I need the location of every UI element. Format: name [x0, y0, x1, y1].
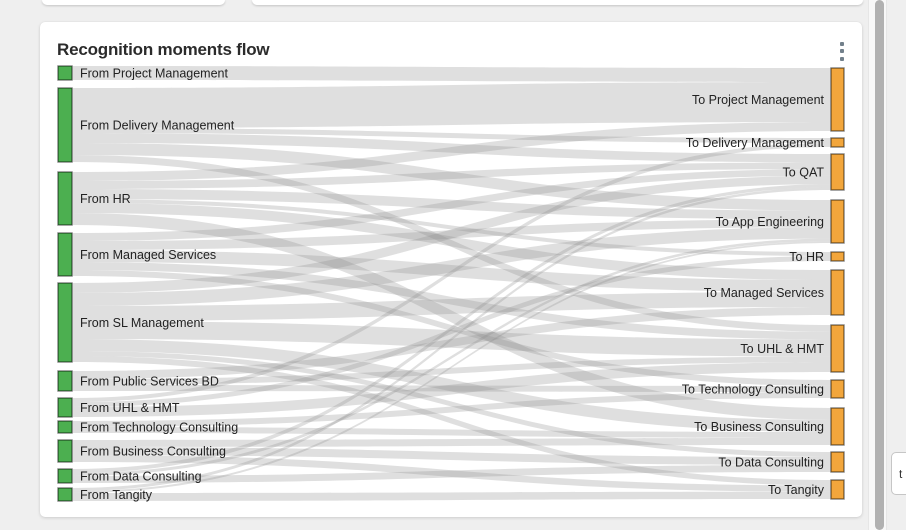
- recognition-flow-card: Recognition moments flow From Project Ma…: [40, 22, 862, 517]
- sankey-label-from-project-management: From Project Management: [80, 67, 229, 81]
- sankey-node-from-data-consulting[interactable]: [57, 468, 73, 484]
- sankey-link-from-managed-services-to-app-engineering[interactable]: [72, 219, 831, 250]
- sankey-link-from-data-consulting-to-data-consulting[interactable]: [72, 465, 831, 483]
- sankey-node-from-tangity[interactable]: [57, 487, 73, 502]
- sankey-label-to-app-engineering: To App Engineering: [716, 215, 824, 229]
- sankey-link-from-sl-management-to-tangity[interactable]: [72, 356, 831, 486]
- sankey-link-from-delivery-management-to-uhl-hmt[interactable]: [72, 155, 831, 332]
- sankey-node-to-project-management[interactable]: [830, 67, 845, 132]
- sankey-node-from-project-management[interactable]: [57, 65, 73, 81]
- sankey-link-from-technology-consulting-to-business-consulting[interactable]: [72, 427, 831, 438]
- sankey-label-to-tangity: To Tangity: [768, 483, 825, 497]
- sankey-node-to-tangity[interactable]: [830, 479, 845, 500]
- top-card-partial-right: [252, 0, 863, 5]
- sankey-link-from-data-consulting-to-qat[interactable]: [72, 184, 831, 474]
- card-title: Recognition moments flow: [57, 40, 270, 59]
- sankey-label-from-business-consulting: From Business Consulting: [80, 445, 226, 459]
- sankey-label-to-hr: To HR: [789, 250, 824, 264]
- sankey-link-from-sl-management-to-data-consulting[interactable]: [72, 351, 831, 457]
- sankey-link-from-hr-to-business-consulting[interactable]: [72, 213, 831, 420]
- sankey-label-to-data-consulting: To Data Consulting: [718, 456, 824, 470]
- top-card-partial-left: [42, 0, 225, 5]
- sankey-label-from-technology-consulting: From Technology Consulting: [80, 421, 238, 435]
- sankey-label-from-hr: From HR: [80, 192, 131, 206]
- sankey-node-to-app-engineering[interactable]: [830, 199, 845, 244]
- sankey-link-from-hr-to-project-management[interactable]: [72, 122, 831, 181]
- sankey-node-from-public-services-bd[interactable]: [57, 370, 73, 392]
- sankey-node-to-technology-consulting[interactable]: [830, 379, 845, 399]
- sankey-link-from-hr-to-managed-services[interactable]: [72, 203, 831, 280]
- kebab-dot: [840, 49, 844, 53]
- sankey-link-from-delivery-management-to-delivery-management[interactable]: [72, 128, 831, 143]
- floating-button-label: t: [899, 466, 903, 481]
- sankey-node-from-technology-consulting[interactable]: [57, 420, 73, 434]
- sankey-link-from-sl-management-to-business-consulting[interactable]: [72, 339, 831, 432]
- vertical-scrollbar-track[interactable]: [868, 0, 887, 530]
- sankey-label-to-delivery-management: To Delivery Management: [686, 136, 825, 150]
- sankey-link-from-delivery-management-to-qat[interactable]: [72, 133, 831, 163]
- sankey-link-from-sl-management-to-uhl-hmt[interactable]: [72, 321, 831, 357]
- sankey-chart: From Project Management From Delivery Man…: [40, 22, 862, 517]
- sankey-label-to-technology-consulting: To Technology Consulting: [682, 383, 824, 397]
- kebab-dot: [840, 56, 844, 61]
- sankey-label-from-data-consulting: From Data Consulting: [80, 470, 202, 484]
- sankey-node-from-delivery-management[interactable]: [57, 87, 73, 163]
- sankey-link-from-tangity-to-tangity[interactable]: [72, 491, 831, 501]
- sankey-link-from-project-management-to-project-management[interactable]: [72, 66, 831, 82]
- sankey-link-from-managed-services-to-qat[interactable]: [72, 169, 831, 241]
- sankey-label-to-uhl-hmt: To UHL & HMT: [740, 342, 824, 356]
- sankey-link-from-uhl-hmt-to-hr[interactable]: [72, 256, 831, 407]
- sankey-node-from-hr[interactable]: [57, 171, 73, 226]
- sankey-link-from-public-services-bd-to-technology-consulting[interactable]: [72, 385, 831, 392]
- sankey-link-from-business-consulting-to-tangity[interactable]: [72, 455, 831, 492]
- sankey-link-from-business-consulting-to-business-consulting[interactable]: [72, 438, 831, 447]
- sankey-link-from-public-services-bd-to-managed-services[interactable]: [72, 307, 831, 379]
- sankey-label-to-qat: To QAT: [783, 166, 825, 180]
- sankey-node-to-uhl-hmt[interactable]: [830, 324, 845, 373]
- sankey-label-from-public-services-bd: From Public Services BD: [80, 375, 219, 389]
- sankey-link-from-managed-services-to-technology-consulting[interactable]: [72, 270, 831, 386]
- sankey-link-from-uhl-hmt-to-uhl-hmt[interactable]: [72, 362, 831, 417]
- sankey-link-from-public-services-bd-to-uhl-hmt[interactable]: [72, 356, 831, 385]
- sankey-node-to-managed-services[interactable]: [830, 269, 845, 316]
- kebab-menu-icon[interactable]: [832, 39, 852, 63]
- sankey-node-to-qat[interactable]: [830, 153, 845, 191]
- sankey-node-to-business-consulting[interactable]: [830, 407, 845, 446]
- sankey-label-from-sl-management: From SL Management: [80, 316, 204, 330]
- sankey-link-from-tangity-to-app-engineering[interactable]: [72, 241, 831, 493]
- sankey-node-to-data-consulting[interactable]: [830, 451, 845, 473]
- sankey-node-from-business-consulting[interactable]: [57, 439, 73, 463]
- sankey-link-from-sl-management-to-managed-services[interactable]: [72, 292, 831, 321]
- sankey-label-from-uhl-hmt: From UHL & HMT: [80, 401, 180, 415]
- kebab-dot: [840, 41, 844, 46]
- sankey-label-to-project-management: To Project Management: [692, 93, 825, 107]
- sankey-label-to-business-consulting: To Business Consulting: [694, 420, 824, 434]
- sankey-node-from-sl-management[interactable]: [57, 282, 73, 363]
- sankey-link-from-delivery-management-to-project-management[interactable]: [72, 82, 831, 128]
- sankey-link-from-sl-management-to-app-engineering[interactable]: [72, 227, 831, 306]
- sankey-link-from-managed-services-to-managed-services[interactable]: [72, 250, 831, 292]
- sankey-label-from-delivery-management: From Delivery Management: [80, 119, 235, 133]
- sankey-node-to-hr[interactable]: [830, 251, 845, 262]
- sankey-node-from-managed-services[interactable]: [57, 232, 73, 277]
- sankey-node-to-delivery-management[interactable]: [830, 137, 845, 148]
- sankey-link-from-managed-services-to-uhl-hmt[interactable]: [72, 262, 831, 340]
- sankey-node-from-uhl-hmt[interactable]: [57, 397, 73, 418]
- sankey-link-from-tangity-to-qat[interactable]: [72, 187, 831, 491]
- sankey-link-from-delivery-management-to-app-engineering[interactable]: [72, 143, 831, 211]
- sankey-label-to-managed-services: To Managed Services: [704, 286, 824, 300]
- vertical-scrollbar-thumb[interactable]: [875, 0, 884, 530]
- sankey-label-from-tangity: From Tangity: [80, 488, 153, 502]
- sankey-link-from-technology-consulting-to-technology-consulting[interactable]: [72, 392, 831, 427]
- sankey-link-from-business-consulting-to-data-consulting[interactable]: [72, 447, 831, 465]
- sankey-link-from-hr-to-hr[interactable]: [72, 199, 831, 256]
- sankey-label-from-managed-services: From Managed Services: [80, 248, 216, 262]
- sankey-link-from-uhl-hmt-to-delivery-management[interactable]: [72, 143, 831, 402]
- sankey-link-from-hr-to-qat[interactable]: [72, 162, 831, 189]
- floating-button[interactable]: t: [891, 452, 906, 495]
- sankey-link-from-data-consulting-to-app-engineering[interactable]: [72, 238, 831, 476]
- sankey-link-from-sl-management-to-qat[interactable]: [72, 175, 831, 293]
- sankey-link-from-hr-to-app-engineering[interactable]: [72, 189, 831, 220]
